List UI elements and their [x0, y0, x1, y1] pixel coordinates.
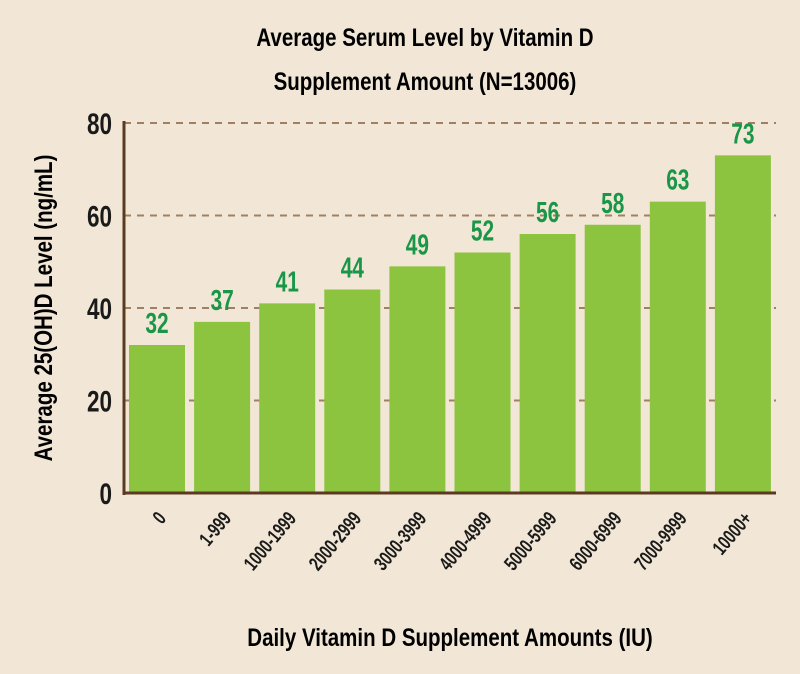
title-line-1: Average Serum Level by Vitamin D [256, 23, 593, 51]
x-tick-label: 7000-9999 [630, 507, 692, 575]
x-tick-label: 1-999 [194, 507, 235, 550]
x-tick-label: 3000-3999 [369, 507, 431, 575]
x-tick-label: 4000-4999 [434, 507, 496, 575]
data-labels: 32 37 41 44 49 52 56 58 63 73 [145, 118, 754, 340]
x-tick-label: 6000-6999 [564, 507, 626, 575]
bar [389, 266, 446, 493]
chart-title: Average Serum Level by Vitamin D Supplem… [256, 23, 593, 95]
y-tick-labels: 0 20 40 60 80 [87, 107, 112, 511]
y-tick-label: 20 [87, 384, 112, 418]
bar [714, 155, 771, 493]
x-tick-label: 0 [148, 507, 171, 528]
data-label: 37 [210, 285, 233, 317]
data-label: 32 [145, 308, 168, 340]
data-label: 58 [601, 188, 624, 220]
bar [129, 345, 185, 493]
y-tick-label: 80 [87, 107, 112, 141]
data-label: 49 [406, 229, 429, 261]
bars [129, 155, 771, 493]
data-label: 63 [666, 164, 689, 196]
x-tick-label: 10000+ [708, 507, 757, 559]
x-tick-label: 5000-5999 [499, 507, 561, 575]
data-label: 52 [471, 215, 494, 247]
bar [649, 201, 706, 493]
x-axis-label: Daily Vitamin D Supplement Amounts (IU) [247, 623, 652, 651]
x-tick-label: 1000-1999 [239, 507, 301, 575]
bar [519, 234, 576, 493]
bar [259, 303, 316, 493]
x-tick-label: 2000-2999 [304, 507, 366, 575]
y-axis-label: Average 25(OH)D Level (ng/mL) [29, 155, 57, 462]
data-label: 41 [276, 266, 299, 298]
y-tick-label: 0 [99, 477, 112, 511]
y-tick-label: 60 [87, 199, 112, 233]
y-tick-label: 40 [87, 292, 112, 326]
bar [324, 289, 381, 493]
title-line-2: Supplement Amount (N=13006) [274, 67, 577, 95]
bar [584, 224, 641, 493]
axes [122, 121, 776, 495]
data-label: 56 [536, 197, 559, 229]
bar [194, 321, 251, 493]
data-label: 44 [341, 252, 364, 284]
data-label: 73 [731, 118, 754, 150]
x-tick-labels: 0 1-999 1000-1999 2000-2999 3000-3999 4000-49… [148, 507, 757, 575]
bar [454, 252, 511, 493]
